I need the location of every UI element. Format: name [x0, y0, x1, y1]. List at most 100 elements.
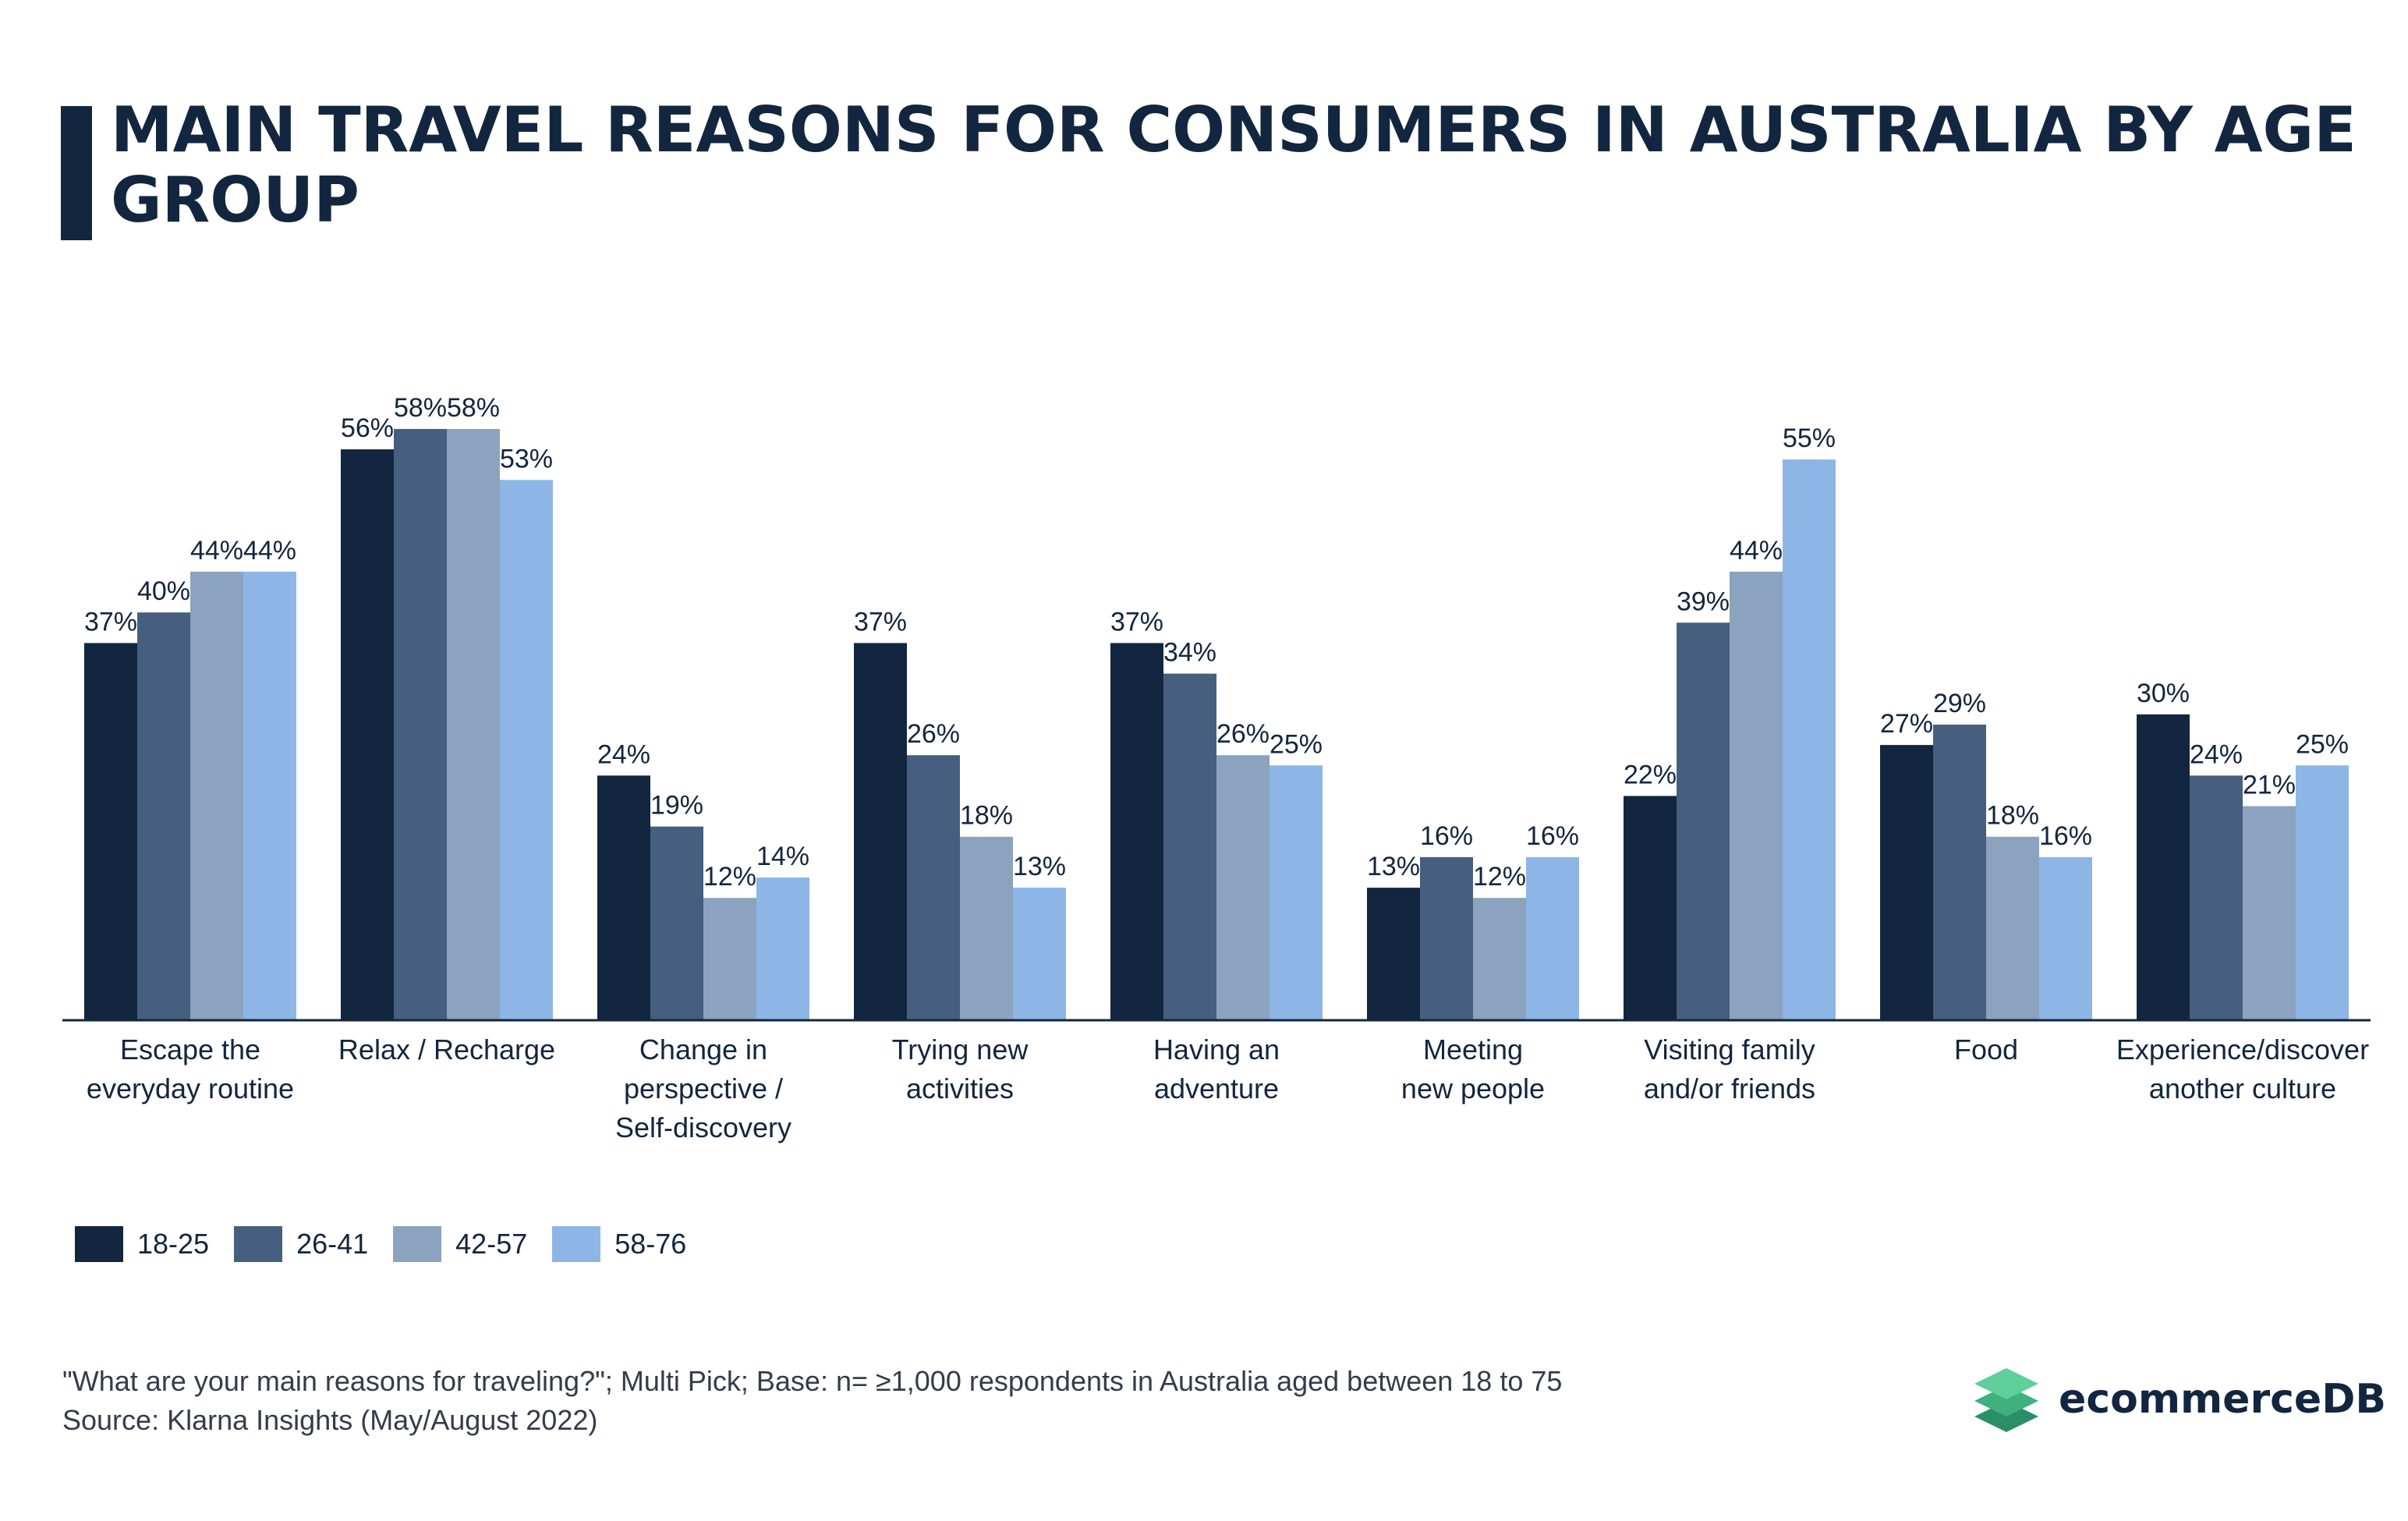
footnote-source: Source: Klarna Insights (May/August 2022…	[62, 1404, 598, 1436]
legend-swatch	[552, 1226, 601, 1262]
bar-7-58-76	[1783, 459, 1836, 1020]
bar-1-42-57	[190, 571, 243, 1020]
bar-6-26-41	[1420, 856, 1473, 1020]
legend-label: 18-25	[137, 1228, 210, 1260]
bar-3-42-57	[703, 898, 756, 1020]
legend-swatch	[234, 1226, 283, 1262]
data-label: 18%	[960, 801, 1013, 831]
bar-3-26-41	[650, 826, 703, 1020]
bar-9-42-57	[2243, 806, 2296, 1020]
bar-5-58-76	[1270, 765, 1323, 1020]
category-label: adventure	[1154, 1072, 1279, 1104]
data-label: 21%	[2243, 771, 2296, 800]
bar-7-18-25	[1624, 796, 1677, 1020]
data-label: 26%	[907, 719, 960, 749]
legend-item-42-57: 42-57	[393, 1226, 527, 1262]
bar-4-58-76	[1013, 888, 1066, 1020]
bar-4-26-41	[907, 755, 960, 1020]
category-label: Food	[1954, 1034, 2018, 1065]
data-label: 53%	[500, 444, 553, 473]
bar-4-42-57	[960, 836, 1013, 1020]
footnote: "What are your main reasons for travelin…	[62, 1362, 1562, 1440]
chart-legend: 18-25 26-41 42-57 58-76	[75, 1226, 711, 1262]
bar-7-42-57	[1730, 571, 1783, 1020]
bar-3-58-76	[756, 878, 809, 1020]
bar-4-18-25	[854, 643, 907, 1020]
bar-5-26-41	[1163, 673, 1216, 1020]
data-label: 27%	[1880, 709, 1933, 739]
data-label: 55%	[1783, 424, 1836, 453]
data-label: 44%	[190, 536, 243, 566]
bar-1-18-25	[84, 643, 137, 1020]
legend-item-26-41: 26-41	[234, 1226, 368, 1262]
bar-8-42-57	[1986, 836, 2039, 1020]
data-label: 58%	[447, 393, 500, 423]
category-label: activities	[906, 1072, 1014, 1104]
data-label: 12%	[1473, 862, 1526, 892]
bar-6-42-57	[1473, 898, 1526, 1020]
title-accent-bar	[61, 106, 92, 240]
category-label: Meeting	[1423, 1034, 1523, 1065]
category-label: Relax / Recharge	[338, 1034, 555, 1065]
legend-label: 58-76	[614, 1228, 687, 1260]
legend-swatch	[393, 1226, 442, 1262]
bar-2-26-41	[394, 428, 447, 1020]
data-label: 39%	[1677, 587, 1730, 616]
category-label: Change in	[639, 1034, 767, 1065]
data-label: 13%	[1013, 852, 1066, 881]
bar-1-58-76	[243, 571, 296, 1020]
bar-3-18-25	[597, 775, 650, 1020]
category-label: Experience/discover	[2116, 1034, 2369, 1065]
logo-text: ecommerceDB	[2059, 1376, 2386, 1423]
data-label: 24%	[2190, 739, 2243, 769]
bar-2-58-76	[500, 480, 553, 1020]
bar-8-26-41	[1933, 724, 1986, 1020]
category-label: Trying new	[892, 1034, 1029, 1065]
bar-5-18-25	[1110, 643, 1163, 1020]
category-label: new people	[1401, 1072, 1545, 1104]
bar-6-18-25	[1367, 888, 1420, 1020]
bar-1-26-41	[137, 612, 190, 1020]
data-label: 14%	[756, 842, 809, 871]
data-label: 25%	[2296, 729, 2349, 759]
bar-2-18-25	[341, 449, 394, 1020]
bar-6-58-76	[1526, 856, 1579, 1020]
bar-9-18-25	[2137, 714, 2190, 1020]
data-label: 16%	[1526, 821, 1579, 851]
chart-title: MAIN TRAVEL REASONS FOR CONSUMERS IN AUS…	[111, 94, 2357, 236]
bar-9-26-41	[2190, 775, 2243, 1020]
layers-logo-icon	[1974, 1368, 2038, 1432]
bar-9-58-76	[2296, 765, 2349, 1020]
category-label: another culture	[2149, 1072, 2336, 1104]
footnote-question: "What are your main reasons for travelin…	[62, 1365, 1563, 1397]
category-label: everyday routine	[87, 1072, 294, 1104]
data-label: 30%	[2137, 679, 2190, 708]
data-label: 25%	[1270, 729, 1323, 759]
data-label: 37%	[1110, 607, 1163, 636]
data-label: 44%	[1730, 536, 1783, 566]
category-label: Escape the	[120, 1034, 260, 1065]
category-label: Having an	[1153, 1034, 1280, 1065]
data-label: 24%	[597, 739, 650, 769]
data-label: 12%	[703, 862, 756, 892]
ecommercedb-logo[interactable]: ecommerceDB	[1973, 1362, 2386, 1437]
data-label: 29%	[1933, 689, 1986, 718]
data-label: 16%	[1420, 821, 1473, 851]
data-label: 56%	[341, 413, 394, 443]
legend-item-18-25: 18-25	[75, 1226, 209, 1262]
data-label: 13%	[1367, 852, 1420, 881]
data-label: 18%	[1986, 801, 2039, 831]
bar-5-42-57	[1216, 755, 1270, 1020]
legend-label: 42-57	[455, 1228, 528, 1260]
category-label: Visiting family	[1644, 1034, 1815, 1065]
legend-swatch	[75, 1226, 123, 1262]
data-label: 44%	[243, 536, 296, 566]
category-label: Self-discovery	[615, 1112, 791, 1143]
data-label: 40%	[137, 576, 190, 606]
data-label: 37%	[854, 607, 907, 636]
category-label: and/or friends	[1644, 1072, 1815, 1104]
data-label: 19%	[650, 791, 703, 821]
data-label: 58%	[394, 393, 447, 423]
bar-7-26-41	[1677, 622, 1730, 1020]
